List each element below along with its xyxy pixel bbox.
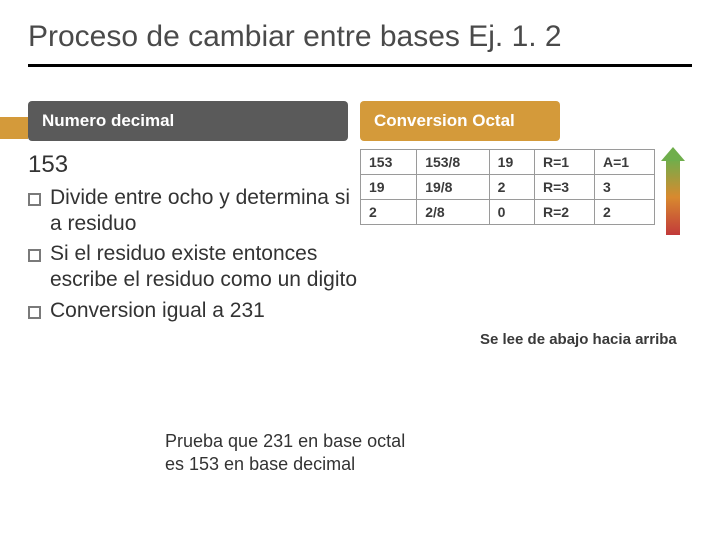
header-left-label: Numero decimal — [42, 111, 174, 130]
content-row: 153 Divide entre ocho y determina si a r… — [0, 141, 720, 328]
table-cell: R=1 — [535, 149, 595, 174]
slide-title: Proceso de cambiar entre bases Ej. 1. 2 — [0, 0, 720, 62]
read-arrow — [662, 149, 684, 235]
table-cell: 19/8 — [417, 174, 489, 199]
column-headers: Numero decimal Conversion Octal — [0, 101, 720, 141]
table-row: 153153/819R=1A=1 — [361, 149, 655, 174]
overlay-proof-text: Prueba que 231 en base octal es 153 en b… — [165, 430, 425, 475]
table-cell: 2/8 — [417, 199, 489, 224]
table-cell: R=2 — [535, 199, 595, 224]
title-underline — [28, 64, 692, 67]
header-right-label: Conversion Octal — [374, 111, 515, 130]
table-cell: 19 — [361, 174, 417, 199]
table-cell: 153 — [361, 149, 417, 174]
accent-bar — [0, 117, 28, 139]
table-cell: 153/8 — [417, 149, 489, 174]
bullet-list: Divide entre ocho y determina si a resid… — [28, 185, 360, 324]
table-row: 22/80R=22 — [361, 199, 655, 224]
bullet-item: Si el residuo existe entonces escribe el… — [50, 241, 360, 294]
arrow-shaft — [666, 159, 680, 235]
table-cell: R=3 — [535, 174, 595, 199]
right-column: 153153/819R=1A=11919/82R=3322/80R=22 Se … — [360, 141, 692, 328]
number-heading: 153 — [28, 151, 360, 179]
bullet-item: Divide entre ocho y determina si a resid… — [50, 185, 360, 238]
header-right: Conversion Octal — [360, 101, 560, 141]
table-cell: 0 — [489, 199, 534, 224]
bullet-item: Conversion igual a 231 — [50, 298, 360, 324]
arrow-caption: Se lee de abajo hacia arriba — [480, 331, 680, 350]
conversion-table: 153153/819R=1A=11919/82R=3322/80R=22 — [360, 149, 655, 225]
table-cell: 2 — [594, 199, 654, 224]
table-cell: 2 — [489, 174, 534, 199]
arrow-head-icon — [661, 147, 685, 161]
table-cell: 3 — [594, 174, 654, 199]
table-cell: 19 — [489, 149, 534, 174]
table-cell: 2 — [361, 199, 417, 224]
left-column: 153 Divide entre ocho y determina si a r… — [28, 141, 360, 328]
table-cell: A=1 — [594, 149, 654, 174]
header-left: Numero decimal — [28, 101, 348, 141]
table-row: 1919/82R=33 — [361, 174, 655, 199]
